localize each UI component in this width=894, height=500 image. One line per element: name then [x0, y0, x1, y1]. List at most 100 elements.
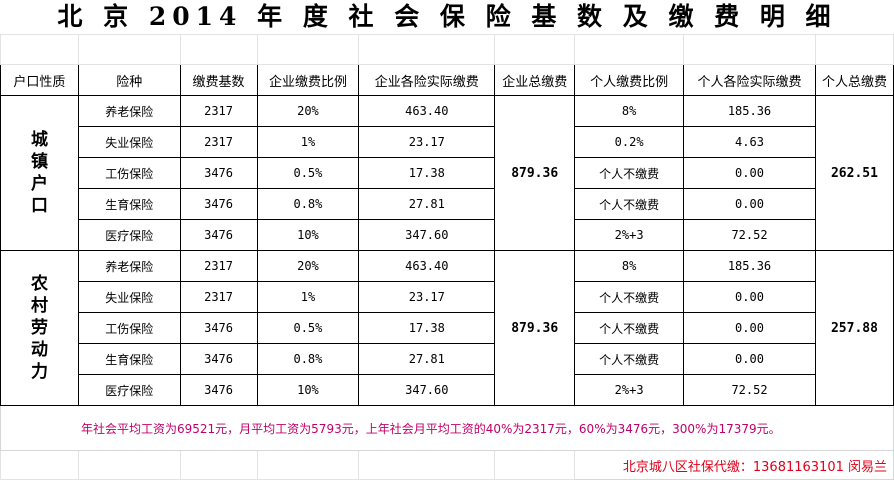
personal-ratio-cell: 8%: [574, 95, 685, 127]
header-row: 户口性质 险种 缴费基数 企业缴费比例 企业各险实际缴费 企业总缴费 个人缴费比…: [0, 64, 894, 96]
enterprise-ratio-cell: 20%: [256, 95, 360, 127]
enterprise-ratio-cell: 0.8%: [256, 188, 360, 220]
personal-ratio-cell: 个人不缴费: [574, 188, 685, 220]
table-row: 工伤保险 3476 0.5% 17.38 个人不缴费 0.00: [1, 157, 894, 189]
page-title: 北 京 2014 年 度 社 会 保 险 基 数 及 缴 费 明 细: [57, 2, 837, 31]
personal-ratio-cell: 个人不缴费: [574, 312, 685, 344]
header-cell: 险种: [77, 64, 181, 96]
table-row: 失业保险 2317 1% 23.17 个人不缴费 0.00: [1, 281, 894, 313]
base-cell: 3476: [179, 374, 258, 406]
header-cell: 企业各险实际缴费: [358, 64, 496, 96]
insurance-type-cell: 工伤保险: [77, 312, 181, 344]
household-type-char: 动: [30, 340, 48, 360]
enterprise-ratio-cell: 0.5%: [256, 157, 360, 189]
header-cell: 缴费基数: [179, 64, 258, 96]
personal-pay-cell: 72.52: [683, 374, 816, 406]
enterprise-pay-cell: 27.81: [358, 343, 496, 375]
personal-ratio-cell: 个人不缴费: [574, 343, 685, 375]
enterprise-ratio-cell: 10%: [256, 374, 360, 406]
header-cell: 户口性质: [0, 64, 79, 96]
enterprise-pay-cell: 27.81: [358, 188, 496, 220]
personal-pay-cell: 185.36: [683, 95, 816, 127]
insurance-type-cell: 养老保险: [77, 95, 181, 127]
insurance-type-cell: 失业保险: [77, 126, 181, 158]
enterprise-pay-cell: 347.60: [358, 374, 496, 406]
enterprise-ratio-cell: 20%: [256, 250, 360, 282]
enterprise-ratio-cell: 1%: [256, 126, 360, 158]
base-cell: 3476: [179, 343, 258, 375]
table-row: 工伤保险 3476 0.5% 17.38 个人不缴费 0.00: [1, 312, 894, 344]
header-cell: 个人缴费比例: [574, 64, 685, 96]
enterprise-pay-cell: 23.17: [358, 126, 496, 158]
contact-text: 北京城八区社保代缴：13681163101 闵易兰: [574, 450, 894, 480]
base-cell: 3476: [179, 219, 258, 251]
insurance-type-cell: 工伤保险: [77, 157, 181, 189]
household-type-char: 口: [30, 196, 48, 216]
table-row: 医疗保险 3476 10% 347.60 2%+3 72.52: [1, 219, 894, 251]
personal-total-cell: 257.88: [814, 250, 894, 406]
enterprise-ratio-cell: 10%: [256, 219, 360, 251]
empty-row: [0, 34, 894, 65]
household-type-char: 农: [30, 274, 48, 294]
wage-note: 年社会平均工资为69521元，月平均工资为5793元，上年社会月平均工资的40%…: [0, 405, 894, 451]
household-type-char: 力: [30, 362, 48, 382]
base-cell: 3476: [179, 188, 258, 220]
insurance-type-cell: 医疗保险: [77, 374, 181, 406]
personal-ratio-cell: 0.2%: [574, 126, 685, 158]
enterprise-ratio-cell: 0.8%: [256, 343, 360, 375]
personal-ratio-cell: 个人不缴费: [574, 157, 685, 189]
household-type-char: 劳: [30, 318, 48, 338]
enterprise-total-cell: 879.36: [494, 250, 576, 406]
table-row: 城镇户口养老保险 2317 20% 463.40 879.36 8% 185.36 262.5…: [0, 95, 894, 251]
header-cell: 企业缴费比例: [256, 64, 360, 96]
household-type-cell: 农村劳动力: [0, 250, 79, 406]
enterprise-ratio-cell: 1%: [256, 281, 360, 313]
personal-pay-cell: 0.00: [683, 188, 816, 220]
base-cell: 2317: [179, 126, 258, 158]
personal-ratio-cell: 个人不缴费: [574, 281, 685, 313]
personal-ratio-cell: 2%+3: [574, 219, 685, 251]
household-type-char: 户: [30, 174, 48, 194]
insurance-type-cell: 医疗保险: [77, 219, 181, 251]
table-row: 生育保险 3476 0.8% 27.81 个人不缴费 0.00: [1, 343, 894, 375]
enterprise-pay-cell: 17.38: [358, 157, 496, 189]
base-cell: 3476: [179, 312, 258, 344]
personal-pay-cell: 0.00: [683, 281, 816, 313]
household-type-char: 村: [30, 296, 48, 316]
enterprise-pay-cell: 347.60: [358, 219, 496, 251]
enterprise-pay-cell: 23.17: [358, 281, 496, 313]
insurance-type-cell: 养老保险: [77, 250, 181, 282]
enterprise-pay-cell: 17.38: [358, 312, 496, 344]
personal-pay-cell: 4.63: [683, 126, 816, 158]
personal-ratio-cell: 2%+3: [574, 374, 685, 406]
insurance-type-cell: 生育保险: [77, 343, 181, 375]
household-type-char: 镇: [30, 152, 48, 172]
personal-pay-cell: 0.00: [683, 157, 816, 189]
table-row: 失业保险 2317 1% 23.17 0.2% 4.63: [1, 126, 894, 158]
base-cell: 2317: [179, 250, 258, 282]
base-cell: 3476: [179, 157, 258, 189]
enterprise-pay-cell: 463.40: [358, 250, 496, 282]
table-row: 生育保险 3476 0.8% 27.81 个人不缴费 0.00: [1, 188, 894, 220]
personal-pay-cell: 0.00: [683, 343, 816, 375]
table-row: 农村劳动力养老保险 2317 20% 463.40 879.36 8% 185.36 257.…: [0, 250, 894, 406]
insurance-type-cell: 失业保险: [77, 281, 181, 313]
insurance-type-cell: 生育保险: [77, 188, 181, 220]
household-type-cell: 城镇户口: [0, 95, 79, 251]
header-cell: 个人总缴费: [814, 64, 894, 96]
personal-total-cell: 262.51: [814, 95, 894, 251]
personal-pay-cell: 0.00: [683, 312, 816, 344]
household-type-char: 城: [30, 130, 48, 150]
header-cell: 个人各险实际缴费: [683, 64, 816, 96]
header-cell: 企业总缴费: [494, 64, 576, 96]
contact-row: 北京城八区社保代缴：13681163101 闵易兰: [0, 450, 894, 480]
enterprise-total-cell: 879.36: [494, 95, 576, 251]
personal-pay-cell: 72.52: [683, 219, 816, 251]
personal-pay-cell: 185.36: [683, 250, 816, 282]
base-cell: 2317: [179, 281, 258, 313]
insurance-table: 户口性质 险种 缴费基数 企业缴费比例 企业各险实际缴费 企业总缴费 个人缴费比…: [0, 34, 894, 480]
table-row: 医疗保险 3476 10% 347.60 2%+3 72.52: [1, 374, 894, 406]
note-row: 年社会平均工资为69521元，月平均工资为5793元，上年社会月平均工资的40%…: [0, 405, 894, 451]
enterprise-pay-cell: 463.40: [358, 95, 496, 127]
personal-ratio-cell: 8%: [574, 250, 685, 282]
